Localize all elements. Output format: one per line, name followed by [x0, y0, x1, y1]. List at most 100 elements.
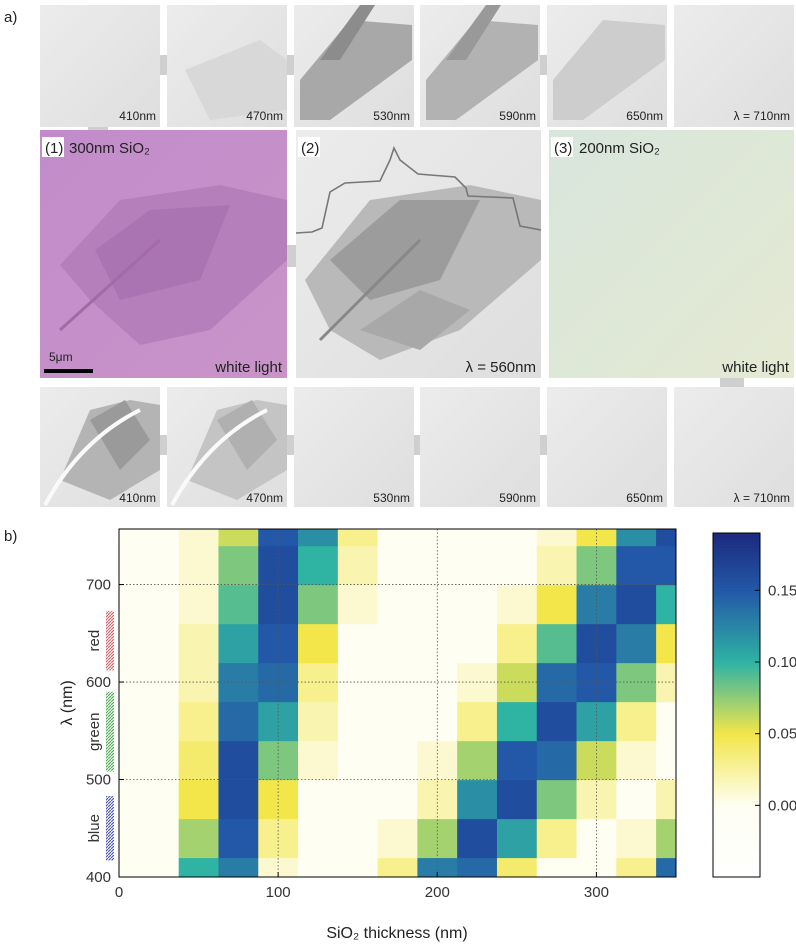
heat-cell [656, 857, 676, 877]
y-tick-label: 500 [86, 772, 111, 789]
y-tick-label: 400 [86, 869, 111, 886]
heatmap [119, 529, 676, 877]
colorbar-slice [713, 570, 760, 574]
heat-cell [138, 740, 180, 781]
colorbar-slice [713, 730, 760, 735]
tile-title: 200nm SiO₂ [579, 140, 660, 157]
heat-cell [138, 584, 180, 625]
colorbar-slice [713, 856, 760, 861]
colorbar-slice [713, 748, 760, 752]
colorbar-slice [713, 705, 760, 709]
heat-cell [377, 779, 418, 820]
colorbar-slice [713, 667, 760, 672]
heat-cell [377, 818, 418, 859]
heat-cell [656, 740, 676, 781]
colorbar-slice [713, 687, 760, 692]
heat-cell [377, 740, 418, 781]
tile-label: 650nm [626, 491, 663, 505]
colorbar-slice [713, 601, 760, 606]
colorbar-slice [713, 578, 760, 583]
y-axis-label: λ (nm) [59, 680, 76, 725]
colorbar-slice [713, 627, 760, 631]
heat-cell [119, 857, 140, 877]
heat-cell [656, 623, 676, 664]
colorbar-slice [713, 765, 760, 769]
heat-cell [457, 701, 498, 742]
heat-cell [656, 779, 676, 820]
colorbar-slice [713, 773, 760, 778]
heat-cell [576, 662, 617, 703]
heat-cell [616, 545, 657, 586]
tile-label: λ = 710nm [734, 109, 790, 123]
heat-cell [536, 584, 578, 625]
colorbar-slice [713, 839, 760, 844]
colorbar-slice [713, 613, 760, 617]
heat-cell [457, 857, 498, 877]
colorbar-slice [713, 650, 760, 654]
heat-cell [258, 623, 299, 664]
tile-index: (2) [301, 140, 319, 157]
colorbar-slice [713, 535, 760, 540]
colorbar-slice [713, 713, 760, 717]
y-tick-label: 700 [86, 577, 111, 594]
heat-cell [616, 818, 657, 859]
heat-cell [457, 818, 498, 859]
colorbar-slice [713, 811, 760, 815]
colorbar-slice [713, 768, 760, 772]
colorbar-slice [713, 610, 760, 614]
colorbar-slice [713, 555, 760, 560]
heat-cell [218, 529, 259, 547]
x-tick-label: 200 [425, 884, 450, 901]
colorbar-slice [713, 759, 760, 763]
colorbar-tick-label: 0.00 [768, 797, 796, 814]
heat-cell [656, 701, 676, 742]
heat-cell [178, 740, 220, 781]
colorbar-slice [713, 779, 760, 783]
colorbar-slice [713, 647, 760, 652]
colorbar-tick-label: 0.15 [768, 582, 796, 599]
x-tick-label: 300 [584, 884, 609, 901]
heat-cell [576, 623, 617, 664]
heat-cell [119, 529, 140, 547]
heat-cell [496, 623, 538, 664]
colorbar-slice [713, 690, 760, 695]
heat-cell [496, 662, 538, 703]
colorbar-slice [713, 558, 760, 563]
colorbar-slice [713, 553, 760, 557]
colorbar-slice [713, 822, 760, 826]
heat-cell [417, 529, 458, 547]
heat-cell [218, 701, 259, 742]
heat-cell [298, 701, 339, 742]
heat-cell [298, 740, 339, 781]
colorbar-frame [712, 532, 761, 878]
colorbar-slice [713, 722, 760, 726]
heat-cell [119, 623, 140, 664]
tile-label: 590nm [499, 491, 536, 505]
colorbar-slice [713, 831, 760, 835]
colorbar-slice [713, 745, 760, 749]
colorbar-slice [713, 573, 760, 577]
heat-cell [576, 584, 617, 625]
colorbar-slice [713, 699, 760, 703]
colorbar-slice [713, 819, 760, 824]
heat-cell [298, 584, 339, 625]
colorbar-slice [713, 676, 760, 680]
colorbar-slice [713, 598, 760, 603]
colorbar-slice [713, 710, 760, 715]
colorbar-slice [713, 848, 760, 852]
tile-label: λ = 710nm [734, 491, 790, 505]
colorbar-slice [713, 639, 760, 643]
colorbar-slice [713, 693, 760, 697]
heat-cell [298, 529, 339, 547]
heat-cell [218, 857, 259, 877]
colorbar-slice [713, 664, 760, 669]
middle-row: (1) 300nm SiO₂ 5μm white light (2) λ = 5… [40, 130, 794, 378]
colorbar-slice [713, 596, 760, 600]
colorbar-slice [713, 776, 760, 781]
band-label: green [86, 713, 103, 751]
heat-cell [178, 662, 220, 703]
heat-cell [178, 545, 220, 586]
heat-cell [298, 779, 339, 820]
plot-frame [118, 528, 677, 878]
